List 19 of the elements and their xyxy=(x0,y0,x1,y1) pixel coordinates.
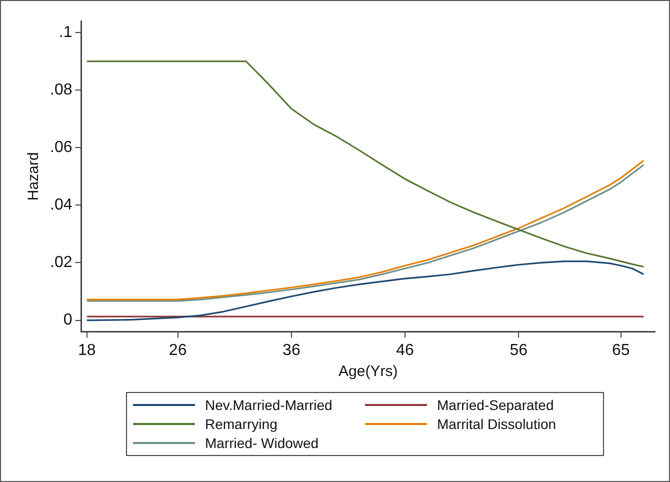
legend-label: Married- Widowed xyxy=(205,435,319,451)
x-tick-label: 56 xyxy=(510,342,528,359)
y-axis-title: Hazard xyxy=(25,152,42,201)
x-tick-label: 46 xyxy=(396,342,414,359)
x-tick-label: 65 xyxy=(612,342,630,359)
legend-label: Nev.Married-Married xyxy=(205,397,332,413)
x-axis-title: Age(Yrs) xyxy=(338,363,398,380)
legend-label: Marrital Dissolution xyxy=(437,416,556,432)
y-tick-label: .08 xyxy=(50,81,72,98)
legend-label: Married-Separated xyxy=(437,397,554,413)
legend-label: Remarrying xyxy=(205,416,278,432)
x-tick-label: 26 xyxy=(168,342,187,359)
y-tick-label: .04 xyxy=(50,196,72,214)
y-tick-label: 0 xyxy=(63,312,72,329)
y-tick-label: .06 xyxy=(50,139,72,156)
y-tick-label: .1 xyxy=(58,24,72,41)
y-tick-label: .02 xyxy=(50,254,72,272)
x-tick-label: 18 xyxy=(78,342,96,359)
x-tick-label: 36 xyxy=(282,342,300,359)
